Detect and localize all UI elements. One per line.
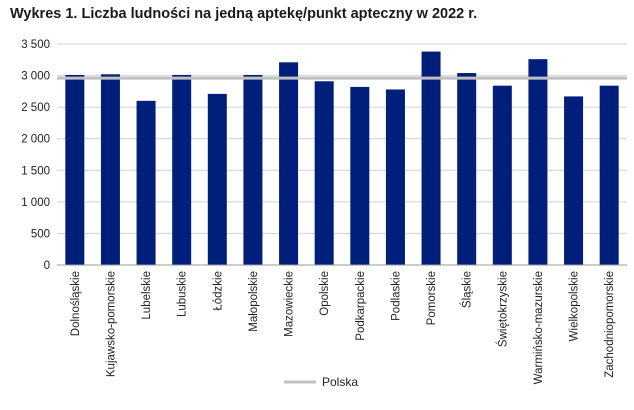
x-category-label: Mazowieckie [284,271,296,337]
bar [528,59,548,266]
bar [599,85,619,265]
x-category-label: Lubelskie [141,271,153,320]
chart-title: Wykres 1. Liczba ludności na jedną aptek… [10,6,478,22]
y-tick-label: 3 500 [21,39,50,51]
bar [136,100,156,265]
x-category-label: Kujawsko-pomorskie [105,271,117,377]
bar [314,81,334,265]
bar [457,73,477,265]
y-tick-label: 0 [44,260,50,272]
y-tick-label: 3 000 [21,71,50,83]
x-category-label: Podlaskie [390,271,402,321]
y-tick-label: 1 000 [21,197,50,209]
y-axis-ticks: 0 500 1 000 1 500 2 000 2 500 3 000 3 500 [21,39,50,272]
bar [100,74,120,266]
bar [172,74,192,265]
x-category-label: Podkarpackie [355,271,367,341]
x-category-label: Wielkopolskie [569,271,581,341]
legend: Polska [284,375,358,389]
bar [385,89,405,265]
x-category-label: Lubuskie [177,271,189,317]
bar [564,96,584,265]
x-category-label: Łódzkie [212,271,224,311]
x-category-label: Zachodniopomorskie [604,271,616,378]
bars [65,51,619,266]
x-category-label: Świętokrzyskie [496,271,509,347]
x-axis-labels: Dolnośląskie Kujawsko-pomorskie Lubelskie L… [70,271,616,384]
y-tick-label: 2 000 [21,134,50,146]
bar [421,51,441,265]
x-category-label: Warmińsko-mazurskie [533,271,545,384]
x-category-label: Małopolskie [248,271,260,332]
y-tick-label: 500 [31,228,50,240]
x-category-label: Pomorskie [426,271,438,325]
legend-label-polska: Polska [322,375,358,389]
x-category-label: Opolskie [319,271,331,316]
bar [492,85,512,265]
bar [350,86,370,266]
y-tick-label: 1 500 [21,165,50,177]
bar [243,74,263,265]
bar [207,93,227,265]
x-category-label: Śląskie [461,271,474,308]
x-category-label: Dolnośląskie [70,271,82,336]
bar [279,62,299,265]
bar [65,74,85,265]
y-tick-label: 2 500 [21,102,50,114]
